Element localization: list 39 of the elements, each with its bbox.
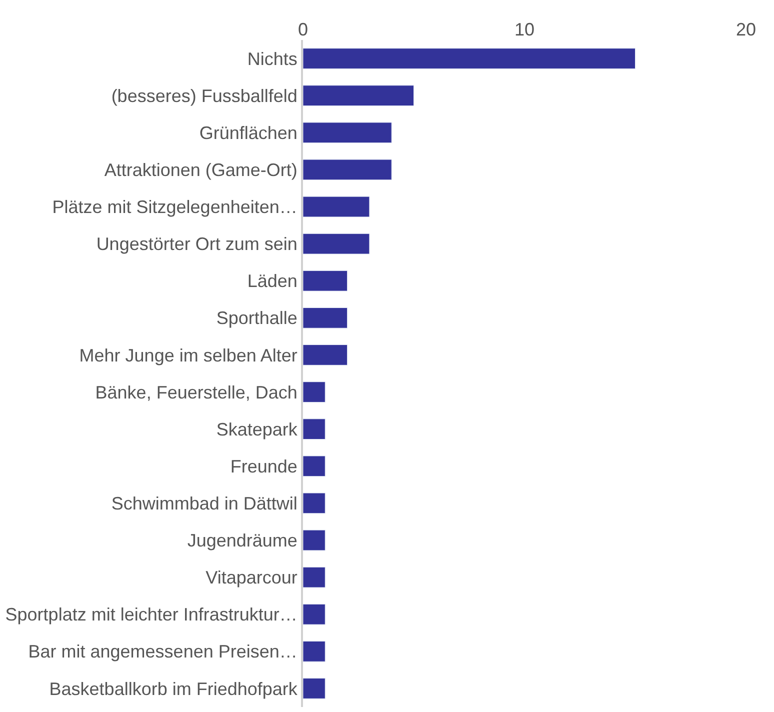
bar [303, 196, 370, 218]
bar [303, 604, 326, 625]
bar [303, 85, 414, 106]
y-tick-label: Plätze mit Sitzgelegenheiten… [52, 197, 298, 218]
y-tick-label: Vitaparcour [206, 568, 298, 588]
y-tick-label: Bar mit angemessenen Preisen… [28, 642, 298, 662]
y-tick-label: Sportplatz mit leichter Infrastruktur… [5, 604, 298, 625]
bar [303, 48, 636, 69]
bar [303, 122, 392, 144]
y-tick-label: Bänke, Feuerstelle, Dach [95, 382, 298, 402]
y-tick-label: Läden [247, 271, 298, 292]
bar [303, 382, 326, 402]
bar [303, 530, 326, 551]
y-tick-label: Freunde [230, 456, 298, 476]
bar [303, 678, 326, 699]
bar [303, 270, 348, 292]
x-tick-label: 10 [514, 19, 535, 40]
y-tick-label: Mehr Junge im selben Alter [79, 345, 298, 366]
bar [303, 456, 326, 477]
bar [303, 418, 326, 440]
y-tick-label: Skatepark [216, 419, 298, 440]
y-tick-label: Nichts [247, 48, 298, 69]
bar [303, 344, 348, 366]
y-tick-label: Ungestörter Ort zum sein [96, 234, 298, 254]
bar [303, 159, 392, 180]
x-tick-label: 20 [736, 19, 756, 40]
y-tick-label: Sporthalle [216, 308, 298, 328]
y-tick-label: Schwimmbad in Dättwil [111, 493, 298, 514]
y-tick-label: (besseres) Fussballfeld [111, 86, 298, 106]
bar [303, 492, 326, 514]
bar [303, 307, 348, 328]
y-tick-label: Jugendräume [187, 530, 298, 551]
bar [303, 233, 370, 254]
x-tick-label: 0 [298, 19, 308, 40]
bar [303, 640, 326, 662]
y-tick-label: Grünflächen [199, 122, 298, 143]
bar [303, 566, 326, 588]
y-tick-label: Attraktionen (Game-Ort) [104, 160, 298, 180]
y-tick-label: Basketballkorb im Friedhofpark [49, 678, 298, 699]
